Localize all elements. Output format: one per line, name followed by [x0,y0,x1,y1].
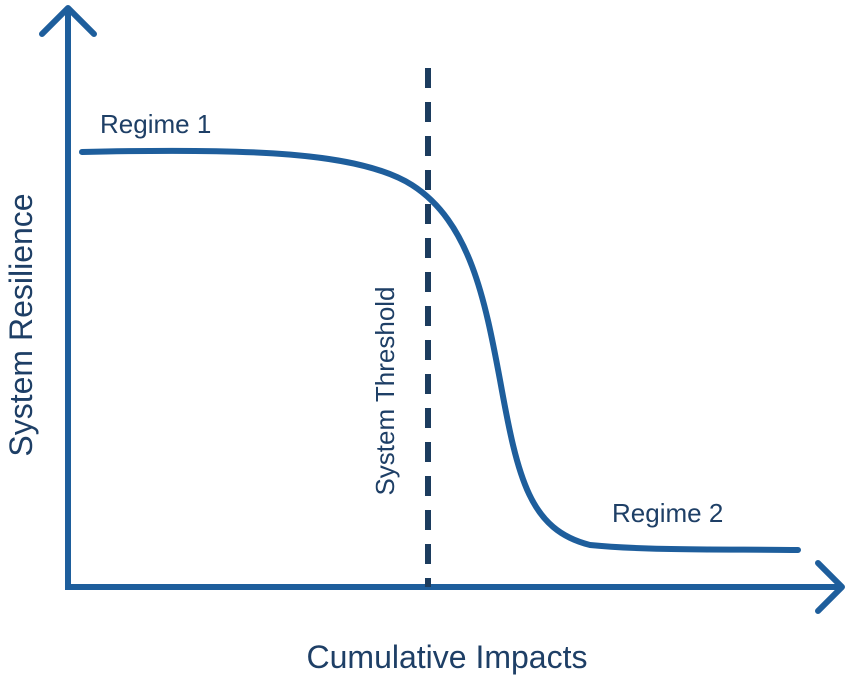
threshold-label: System Threshold [370,286,400,495]
x-axis-label: Cumulative Impacts [307,639,588,675]
regime-1-label: Regime 1 [100,109,211,139]
y-axis-label: System Resilience [3,193,39,456]
y-axis-arrowhead [39,5,97,37]
regime-2-label: Regime 2 [612,498,723,528]
x-axis-arrowhead [815,560,845,614]
resilience-curve [79,147,801,553]
